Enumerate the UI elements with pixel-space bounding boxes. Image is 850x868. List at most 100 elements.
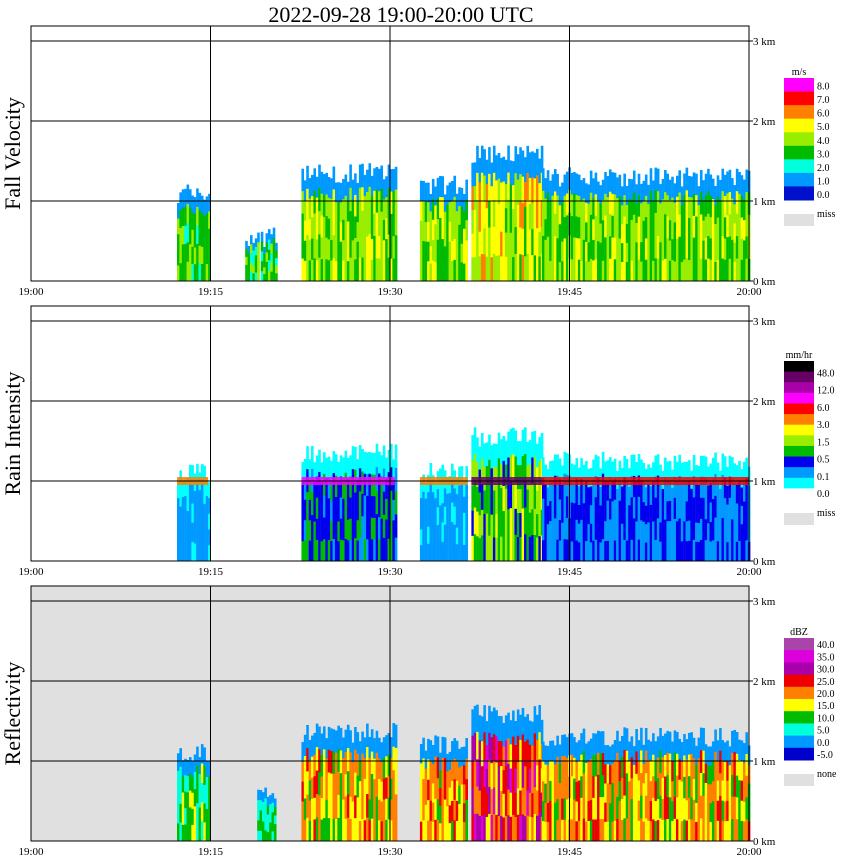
precip-cell <box>424 261 428 282</box>
precip-cell <box>678 214 681 238</box>
precip-cell <box>424 529 428 546</box>
precip-cell <box>659 727 662 752</box>
precip-cell <box>318 795 321 819</box>
precip-cell <box>680 541 684 562</box>
precip-cell <box>592 178 595 200</box>
precip-cell <box>676 797 679 820</box>
precip-cell <box>512 814 515 842</box>
legend-level-label: 30.0 <box>817 665 835 676</box>
precip-cell <box>716 175 720 197</box>
precip-cell <box>330 818 333 842</box>
precip-cell <box>465 179 468 201</box>
precip-cell <box>261 831 265 842</box>
precip-cell <box>592 733 595 756</box>
precip-cell <box>485 721 489 746</box>
precip-cell <box>540 719 544 745</box>
precip-cell <box>692 518 696 541</box>
precip-cell <box>208 792 211 810</box>
precip-cell <box>344 238 348 261</box>
precip-cell <box>358 211 362 235</box>
precip-cell <box>473 507 477 535</box>
precip-cell <box>668 200 672 221</box>
legend-swatch <box>784 686 814 700</box>
precip-cell <box>313 776 317 799</box>
precip-cell <box>458 243 461 263</box>
precip-cell <box>521 734 525 762</box>
precip-cell <box>186 494 190 512</box>
precip-cell <box>606 239 610 261</box>
precip-cell <box>733 752 737 775</box>
precip-cell <box>704 763 708 784</box>
precip-cell <box>245 256 248 266</box>
precip-cell <box>611 783 614 803</box>
precip-cell <box>485 232 489 258</box>
precip-cell <box>330 260 333 282</box>
precip-cell <box>497 815 501 842</box>
precip-cell <box>716 740 720 761</box>
precip-cell <box>483 254 486 282</box>
precip-cell <box>390 820 393 842</box>
precip-cell <box>680 821 684 842</box>
precip-cell <box>544 821 547 842</box>
precip-cell <box>346 771 350 795</box>
precip-cell <box>453 259 457 282</box>
precip-cell <box>597 818 600 842</box>
precip-cell <box>654 821 658 842</box>
precip-cell <box>668 480 672 502</box>
precip-cell <box>565 474 569 497</box>
precip-cell <box>647 759 650 781</box>
precip-cell <box>434 224 437 244</box>
precip-cell <box>640 540 643 562</box>
precip-cell <box>535 254 539 282</box>
precip-cell <box>431 543 435 562</box>
precip-cell <box>558 458 562 480</box>
precip-cell <box>193 806 197 825</box>
precip-cell <box>516 537 520 562</box>
precip-cell <box>535 714 539 741</box>
precip-cell <box>738 193 741 217</box>
precip-cell <box>594 497 598 519</box>
precip-cell <box>644 259 648 282</box>
precip-cell <box>354 538 357 562</box>
precip-cell <box>594 798 598 821</box>
precip-cell <box>245 240 248 250</box>
precip-cell <box>254 263 258 273</box>
precip-cell <box>200 195 204 214</box>
precip-cell <box>723 259 727 282</box>
precip-cell <box>375 212 379 236</box>
precip-cell <box>585 782 588 803</box>
precip-cell <box>644 750 648 774</box>
precip-cell <box>594 259 598 282</box>
legend-swatch <box>784 445 814 458</box>
precip-cell <box>473 209 477 235</box>
precip-cell <box>448 769 452 789</box>
precip-cell <box>604 171 607 195</box>
precip-cell <box>465 820 468 842</box>
precip-cell <box>735 191 739 215</box>
precip-cell <box>544 219 547 241</box>
precip-cell <box>509 428 513 456</box>
precip-cell <box>743 501 746 522</box>
precip-cell <box>546 745 550 766</box>
precip-cell <box>301 213 305 237</box>
precip-cell <box>592 239 595 261</box>
precip-cell <box>661 260 665 282</box>
precip-cell <box>488 200 491 228</box>
precip-cell <box>704 238 708 261</box>
precip-cell <box>745 169 749 193</box>
precip-cell <box>373 213 376 237</box>
precip-cell <box>385 540 388 562</box>
precip-cell <box>497 740 501 767</box>
precip-cell <box>465 738 468 760</box>
precip-cell <box>322 195 326 218</box>
precip-cell <box>492 814 496 842</box>
x-tick-label: 19:15 <box>198 846 224 858</box>
precip-cell <box>380 211 384 236</box>
precip-cell <box>702 518 705 541</box>
precip-cell <box>611 481 614 502</box>
precip-cell <box>526 714 530 741</box>
precip-cell <box>507 431 510 458</box>
precip-cell <box>709 238 713 261</box>
precip-cell <box>668 775 672 798</box>
precip-cell <box>676 753 679 777</box>
